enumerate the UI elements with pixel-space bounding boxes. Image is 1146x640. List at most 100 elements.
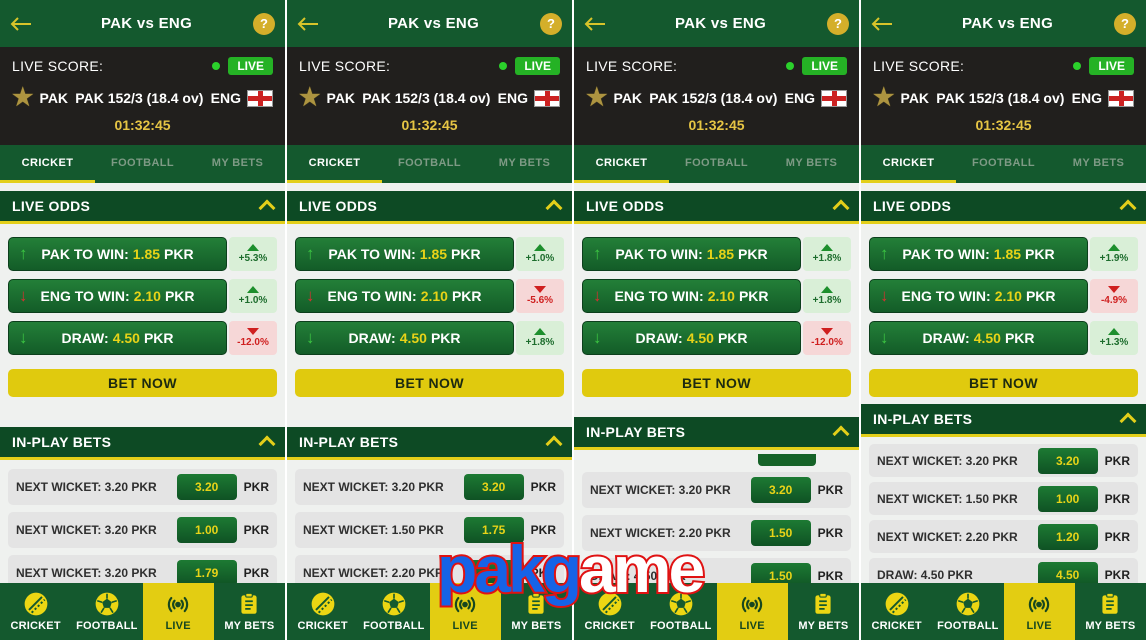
live-odds-list: ↑ PAK TO WIN: 1.85 PKR +1.0% ↓ ENG TO WIN:…: [287, 224, 572, 369]
bet-odds-button[interactable]: [463, 560, 524, 583]
scroll-content[interactable]: LIVE ODDS ↑ PAK TO WIN: 1.85 PKR +1.8% ↓ E…: [574, 183, 859, 583]
odds-button-eng[interactable]: ↓ ENG TO WIN: 2.10 PKR: [582, 279, 801, 313]
pak-star-icon: ★: [586, 84, 608, 111]
live-dot-icon: [499, 62, 508, 70]
tab-mybets[interactable]: MY BETS: [498, 156, 551, 169]
live-odds-title: LIVE ODDS: [299, 198, 378, 214]
bet-odds-button[interactable]: 1.20: [1037, 523, 1098, 550]
bet-odds-button[interactable]: 1.75: [463, 517, 524, 543]
bet-now-button[interactable]: BET NOW: [582, 369, 851, 397]
bet-label: NEXT WICKET: 2.20 PKR: [303, 566, 444, 580]
tab-cricket[interactable]: CRICKET: [861, 145, 956, 183]
nav-football[interactable]: FOOTBALL: [358, 583, 429, 640]
in-play-bets-header[interactable]: IN-PLAY BETS: [861, 404, 1146, 437]
watermark-text-blue: pakg: [435, 532, 584, 606]
page-title: PAK vs ENG: [961, 15, 1054, 32]
tab-cricket[interactable]: CRICKET: [287, 145, 382, 183]
help-icon[interactable]: ?: [1114, 12, 1136, 35]
tab-football[interactable]: FOOTBALL: [971, 156, 1036, 169]
live-odds-header[interactable]: LIVE ODDS: [861, 191, 1146, 224]
in-play-bets-header[interactable]: IN-PLAY BETS: [574, 417, 859, 450]
nav-cricket[interactable]: CRICKET: [574, 583, 645, 640]
help-icon[interactable]: ?: [827, 12, 849, 35]
nav-live[interactable]: LIVE: [716, 583, 788, 640]
bet-odds-button[interactable]: 1.50: [750, 520, 811, 546]
tab-cricket[interactable]: CRICKET: [574, 145, 669, 183]
odds-button-draw[interactable]: ↓ DRAW: 4.50 PKR: [8, 321, 227, 355]
bet-odds-button[interactable]: 3.20: [463, 474, 524, 500]
trend-arrow-icon: [1108, 244, 1120, 251]
nav-cricket[interactable]: CRICKET: [0, 583, 71, 640]
bet-odds-button[interactable]: 1.50: [750, 563, 811, 583]
tab-mybets[interactable]: MY BETS: [211, 156, 264, 169]
odds-button-draw[interactable]: ↓ DRAW: 4.50 PKR: [582, 321, 801, 355]
tab-football[interactable]: FOOTBALL: [684, 156, 749, 169]
bet-now-button[interactable]: BET NOW: [295, 369, 564, 397]
odds-value: 4.50: [399, 330, 427, 346]
back-arrow-icon[interactable]: [871, 16, 901, 31]
tab-football[interactable]: FOOTBALL: [110, 156, 175, 169]
scroll-content[interactable]: LIVE ODDS ↑ PAK TO WIN: 1.85 PKR +5.3% ↓ E…: [0, 183, 285, 583]
nav-football[interactable]: FOOTBALL: [71, 583, 142, 640]
bet-currency: PKR: [1104, 567, 1130, 582]
bet-odds-button[interactable]: 1.79: [176, 560, 237, 583]
bet-now-button[interactable]: BET NOW: [8, 369, 277, 397]
odds-button-draw[interactable]: ↓ DRAW: 4.50 PKR: [869, 321, 1088, 355]
nav-cricket[interactable]: CRICKET: [861, 583, 932, 640]
nav-live[interactable]: LIVE: [142, 583, 214, 640]
trend-indicator: -12.0%: [803, 321, 851, 355]
in-play-bets-title: IN-PLAY BETS: [12, 434, 112, 450]
nav-live[interactable]: LIVE: [429, 583, 501, 640]
back-arrow-icon[interactable]: [297, 16, 327, 31]
live-odds-header[interactable]: LIVE ODDS: [574, 191, 859, 224]
bet-now-button[interactable]: BET NOW: [869, 369, 1138, 397]
nav-label: FOOTBALL: [76, 620, 138, 632]
nav-label: LIVE: [165, 620, 191, 632]
live-odds-header[interactable]: LIVE ODDS: [0, 191, 285, 224]
pakgame-watermark: pakgame: [435, 534, 707, 604]
live-odds-header[interactable]: LIVE ODDS: [287, 191, 572, 224]
bet-label: NEXT WICKET: 3.20 PKR: [590, 483, 731, 497]
nav-mybets[interactable]: MY BETS: [214, 583, 285, 640]
odds-button-pak[interactable]: ↑ PAK TO WIN: 1.85 PKR: [869, 237, 1088, 271]
odds-button-draw[interactable]: ↓ DRAW: 4.50 PKR: [295, 321, 514, 355]
odds-button-eng[interactable]: ↓ ENG TO WIN: 2.10 PKR: [295, 279, 514, 313]
odds-direction-arrow-icon: ↓: [593, 286, 602, 305]
bet-odds-button[interactable]: 3.20: [1037, 447, 1098, 474]
in-play-bets-header[interactable]: IN-PLAY BETS: [0, 427, 285, 460]
odds-button-pak[interactable]: ↑ PAK TO WIN: 1.85 PKR: [8, 237, 227, 271]
back-arrow-icon[interactable]: [10, 16, 40, 31]
bet-currency: PKR: [530, 566, 556, 580]
back-arrow-icon[interactable]: [584, 16, 614, 31]
help-icon[interactable]: ?: [540, 12, 562, 35]
nav-football[interactable]: FOOTBALL: [932, 583, 1003, 640]
nav-mybets[interactable]: MY BETS: [501, 583, 572, 640]
tab-football[interactable]: FOOTBALL: [397, 156, 462, 169]
help-icon[interactable]: ?: [253, 12, 275, 35]
tab-mybets[interactable]: MY BETS: [785, 156, 838, 169]
odds-button-eng[interactable]: ↓ ENG TO WIN: 2.10 PKR: [8, 279, 227, 313]
odds-button-eng[interactable]: ↓ ENG TO WIN: 2.10 PKR: [869, 279, 1088, 313]
odds-row: ↑ PAK TO WIN: 1.85 PKR +1.9%: [869, 237, 1138, 271]
odds-button-pak[interactable]: ↑ PAK TO WIN: 1.85 PKR: [295, 237, 514, 271]
nav-live[interactable]: LIVE: [1003, 583, 1075, 640]
bet-odds-button[interactable]: 3.20: [176, 474, 237, 500]
tab-mybets[interactable]: MY BETS: [1072, 156, 1125, 169]
nav-mybets[interactable]: MY BETS: [1075, 583, 1146, 640]
odds-value: 4.50: [112, 330, 140, 346]
nav-cricket[interactable]: CRICKET: [287, 583, 358, 640]
scroll-content[interactable]: LIVE ODDS ↑ PAK TO WIN: 1.85 PKR +1.0% ↓ E…: [287, 183, 572, 583]
bet-odds-button[interactable]: 1.00: [1037, 485, 1098, 512]
bet-label: DRAW: 4.50 PKR: [590, 569, 686, 583]
live-odds-list: ↑ PAK TO WIN: 1.85 PKR +1.8% ↓ ENG TO WIN:…: [574, 224, 859, 369]
in-play-bets-header[interactable]: IN-PLAY BETS: [287, 427, 572, 460]
bet-odds-button[interactable]: 3.20: [750, 477, 811, 503]
bet-odds-button[interactable]: 1.00: [176, 517, 237, 543]
scroll-content[interactable]: LIVE ODDS ↑ PAK TO WIN: 1.85 PKR +1.9% ↓ E…: [861, 183, 1146, 583]
football-icon: [956, 592, 980, 616]
bet-odds-button[interactable]: 4.50: [1037, 561, 1098, 583]
nav-football[interactable]: FOOTBALL: [645, 583, 716, 640]
odds-button-pak[interactable]: ↑ PAK TO WIN: 1.85 PKR: [582, 237, 801, 271]
nav-mybets[interactable]: MY BETS: [788, 583, 859, 640]
tab-cricket[interactable]: CRICKET: [0, 145, 95, 183]
